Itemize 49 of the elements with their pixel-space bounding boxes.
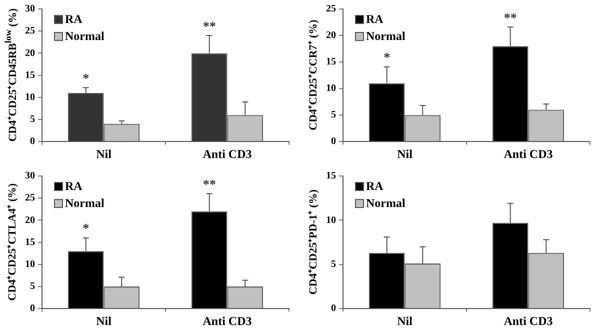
y-tick-label: 15: [326, 56, 336, 68]
x-tick-label: Anti CD3: [504, 146, 553, 161]
legend-label: Normal: [65, 28, 104, 45]
y-tick-label: 5: [331, 258, 336, 270]
x-tick-label: Nil: [96, 314, 112, 328]
x-tick-label: Anti CD3: [202, 314, 252, 328]
y-tick-label: 0: [331, 303, 336, 314]
x-tick-label: Anti CD3: [504, 314, 553, 328]
y-tick-label: 30: [25, 4, 35, 15]
annotation: *: [82, 70, 90, 86]
annotation: **: [202, 18, 216, 34]
legend-label: Normal: [65, 195, 104, 212]
y-tick-label: 0: [30, 303, 35, 314]
legend-label: RA: [366, 178, 384, 195]
y-axis-title: CD4⁺CD25⁺CCR7⁺ (%): [306, 20, 320, 130]
legend-label: Normal: [366, 28, 406, 45]
y-tick-label: 5: [331, 110, 336, 121]
y-tick-label: 20: [326, 30, 336, 42]
y-tick-label: 30: [25, 170, 35, 182]
annotation: **: [202, 176, 216, 192]
x-tick-label: Nil: [96, 146, 112, 161]
y-tick-label: 10: [25, 92, 35, 103]
x-tick-label: Nil: [397, 314, 414, 328]
y-tick-label: 10: [25, 258, 35, 270]
y-tick-label: 15: [25, 236, 35, 248]
y-axis-title: CD4⁺CD25⁺CTLA4⁺ (%): [6, 183, 18, 301]
y-tick-label: 0: [30, 136, 35, 148]
annotation: *: [384, 50, 390, 65]
y-tick-label: 25: [25, 192, 35, 204]
y-tick-label: 25: [326, 4, 336, 15]
y-tick-label: 5: [30, 114, 35, 126]
legend-label: RA: [366, 11, 384, 28]
x-tick-label: Anti CD3: [202, 146, 252, 161]
legend-label: RA: [65, 178, 82, 195]
x-tick-label: Nil: [397, 146, 414, 161]
y-tick-label: 10: [326, 83, 336, 94]
y-tick-label: 0: [331, 136, 336, 148]
y-tick-label: 5: [30, 281, 35, 292]
y-tick-label: 10: [326, 214, 336, 226]
legend-label: Normal: [366, 195, 406, 212]
legend-label: RA: [65, 11, 82, 28]
y-tick-label: 20: [25, 48, 35, 59]
annotation: *: [82, 220, 90, 236]
y-tick-label: 20: [25, 214, 35, 226]
y-tick-label: 25: [25, 26, 35, 37]
y-tick-label: 15: [326, 170, 336, 182]
annotation: **: [504, 10, 517, 25]
y-axis-title: CD4⁺CD25⁺PD-1⁺ (%): [306, 189, 320, 295]
y-tick-label: 15: [25, 70, 35, 81]
